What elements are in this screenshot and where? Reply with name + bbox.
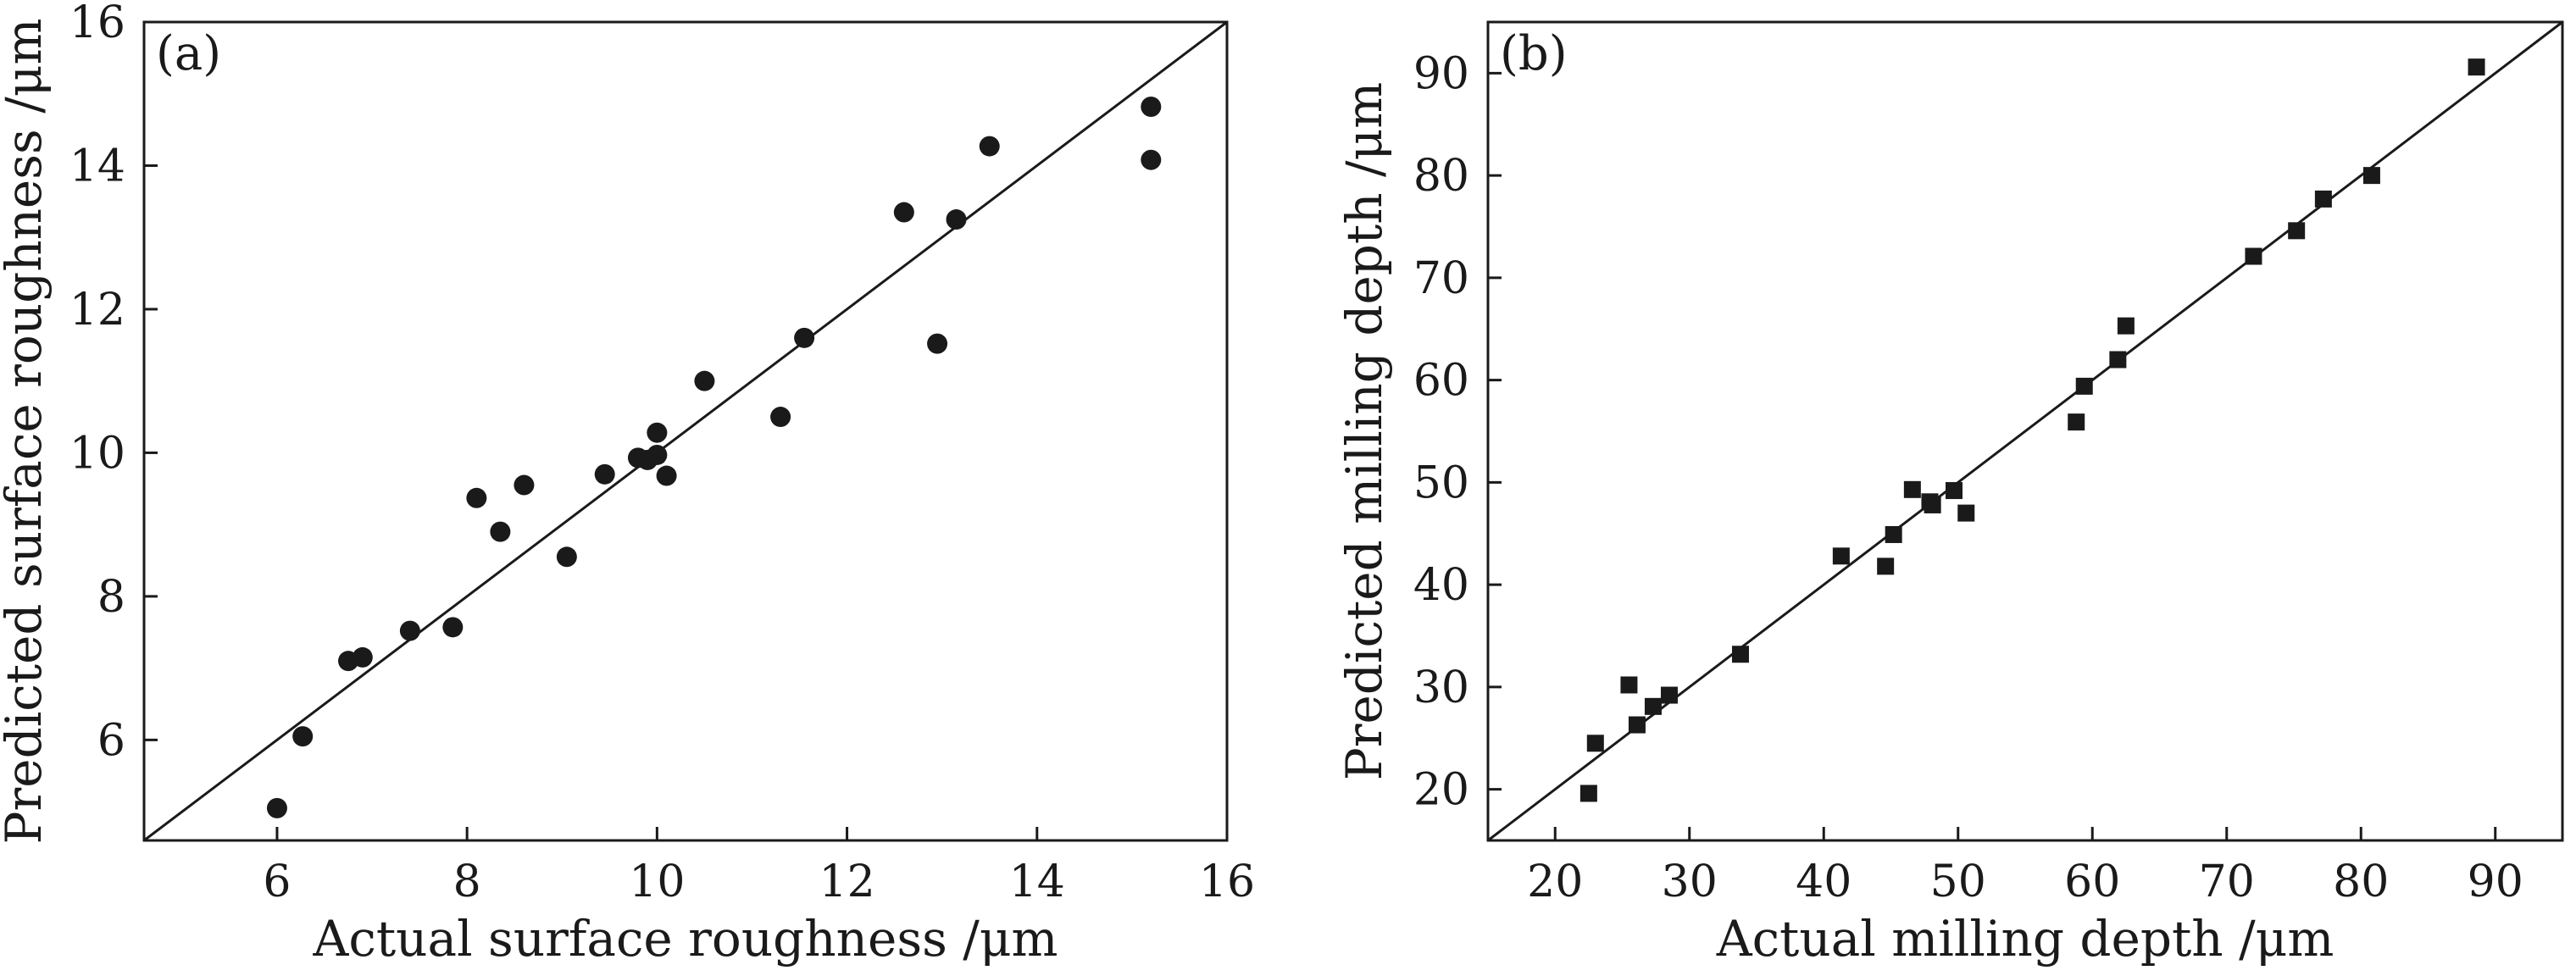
data-point-b: [2362, 167, 2380, 185]
data-point-a: [946, 209, 967, 230]
y-tick-label-a: 12: [69, 285, 125, 336]
data-point-a: [979, 136, 1000, 157]
data-points-a: [266, 96, 1162, 818]
data-point-a: [442, 617, 464, 638]
x-tick-label-a: 16: [1199, 857, 1255, 907]
data-point-b: [2109, 351, 2127, 369]
data-point-b: [2117, 317, 2135, 335]
data-point-b: [2288, 222, 2306, 240]
y-axis-label-a: Predicted surface roughness /μm: [0, 19, 53, 845]
data-point-b: [1579, 785, 1597, 802]
x-tick-label-b: 70: [2199, 857, 2255, 907]
data-point-a: [647, 444, 668, 465]
data-point-b: [1660, 686, 1678, 704]
data-point-b: [1957, 504, 1975, 522]
data-point-a: [466, 487, 487, 508]
data-point-b: [1731, 646, 1749, 663]
y-axis-label-b: Predicted milling depth /μm: [1335, 82, 1393, 780]
data-point-b: [1644, 697, 1662, 715]
y-tick-label-b: 50: [1413, 458, 1469, 508]
x-tick-label-b: 40: [1796, 857, 1852, 907]
x-tick-label-b: 60: [2064, 857, 2120, 907]
y-tick-label-a: 6: [97, 715, 125, 766]
data-point-b: [2468, 58, 2485, 76]
data-points-b: [1579, 58, 2485, 802]
y-tick-label-a: 8: [97, 572, 125, 623]
x-tick-label-b: 30: [1662, 857, 1718, 907]
fit-line-b: [1487, 20, 2563, 842]
data-point-a: [594, 463, 615, 485]
data-point-a: [514, 474, 535, 496]
y-tick-label-a: 16: [69, 0, 125, 48]
data-point-b: [2075, 377, 2093, 395]
fit-line-a: [143, 20, 1228, 842]
data-point-b: [1620, 676, 1638, 694]
y-tick-label-b: 60: [1413, 356, 1469, 407]
y-tick-label-b: 90: [1413, 48, 1469, 99]
x-tick-label-a: 10: [629, 857, 685, 907]
ticks-a: 6 8 10 12 14 16 6 8 10 12 14 16: [69, 0, 1255, 907]
data-point-a: [352, 646, 373, 668]
data-point-b: [1877, 557, 1895, 575]
x-axis-label-a: Actual surface roughness /μm: [312, 910, 1058, 968]
data-point-a: [656, 465, 677, 486]
x-tick-label-b: 80: [2333, 857, 2389, 907]
data-point-a: [927, 333, 948, 354]
data-point-a: [647, 422, 668, 443]
data-point-a: [794, 327, 815, 348]
x-axis-label-b: Actual milling depth /μm: [1716, 910, 2334, 968]
data-point-a: [292, 726, 314, 747]
x-tick-label-a: 8: [453, 857, 481, 907]
y-tick-label-b: 30: [1413, 663, 1469, 713]
x-tick-label-a: 6: [263, 857, 291, 907]
data-point-b: [1832, 547, 1850, 565]
y-tick-label-b: 20: [1413, 765, 1469, 816]
panel-a: 6 8 10 12 14 16 6 8 10 12 14 16 (a) Actual surface …: [0, 0, 1255, 968]
y-tick-label-a: 14: [69, 141, 125, 191]
x-tick-label-b: 90: [2468, 857, 2523, 907]
x-tick-label-b: 20: [1527, 857, 1583, 907]
data-point-a: [556, 546, 577, 568]
reference-line-a: [143, 20, 1228, 842]
reference-line-b: [1487, 20, 2563, 842]
data-point-b: [1924, 496, 1941, 513]
panel-label-a: (a): [156, 26, 221, 81]
y-tick-label-b: 70: [1413, 253, 1469, 304]
x-tick-label-a: 12: [819, 857, 874, 907]
panel-label-b: (b): [1500, 26, 1568, 81]
y-tick-label-b: 80: [1413, 151, 1469, 202]
data-point-a: [893, 202, 914, 223]
x-tick-label-b: 50: [1930, 857, 1986, 907]
plot-area-b: [1486, 20, 2564, 842]
data-point-a: [490, 521, 511, 542]
data-point-b: [1903, 480, 1921, 498]
y-tick-label-b: 40: [1413, 560, 1469, 611]
data-point-b: [2068, 413, 2085, 431]
data-point-a: [694, 370, 715, 391]
data-point-b: [1885, 525, 1902, 543]
data-point-a: [399, 620, 420, 641]
data-point-a: [770, 407, 791, 428]
data-point-a: [1141, 149, 1162, 170]
plot-area-a: [142, 20, 1229, 842]
data-point-b: [1628, 716, 1646, 734]
x-tick-label-a: 14: [1009, 857, 1065, 907]
ticks-b: 20 30 40 50 60 70 80 90 20 30 40 50 60 70 80 90: [1413, 48, 2523, 907]
data-point-b: [2245, 247, 2262, 265]
y-tick-label-a: 10: [69, 428, 125, 479]
data-point-b: [1586, 735, 1604, 752]
data-point-a: [266, 797, 287, 818]
panel-b: 20 30 40 50 60 70 80 90 20 30 40 50 60 70 80 90 (b) Act…: [1335, 20, 2564, 968]
data-point-b: [1945, 482, 1963, 500]
data-point-b: [2314, 190, 2332, 208]
data-point-a: [1141, 96, 1162, 117]
